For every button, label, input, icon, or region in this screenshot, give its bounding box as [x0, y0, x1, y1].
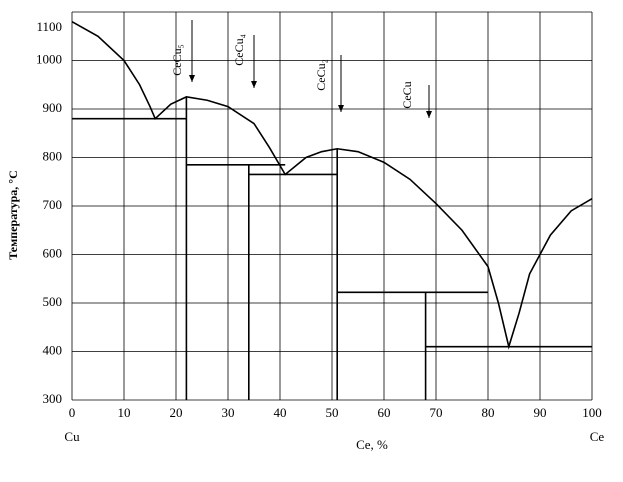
y-tick-label: 300: [43, 391, 63, 406]
x-tick-label: 70: [430, 405, 443, 420]
y-tick-label: 900: [43, 100, 63, 115]
y-axis-title: Температура, °С: [6, 170, 20, 260]
x-tick-label: 80: [482, 405, 495, 420]
x-tick-label: 60: [378, 405, 391, 420]
phase-line: [71, 21, 593, 350]
x-tick-label: 10: [118, 405, 131, 420]
right-component: Ce: [590, 429, 605, 444]
x-tick-label: 90: [534, 405, 547, 420]
compound-label: CeCu₅: [170, 44, 184, 76]
y-tick-label: 700: [43, 197, 63, 212]
compound-label: CeCu₄: [232, 34, 246, 66]
x-tick-label: 40: [274, 405, 287, 420]
y-tick-label: 1100: [36, 19, 62, 34]
compound-label: CeCu₂: [314, 59, 328, 91]
y-tick-label: 600: [43, 245, 63, 260]
x-tick-label: 100: [582, 405, 602, 420]
arrow-head: [338, 105, 344, 112]
arrow-head: [251, 81, 257, 88]
y-tick-label: 800: [43, 148, 63, 163]
compound-label: CeCu: [400, 81, 414, 108]
arrow-head: [426, 111, 432, 118]
x-tick-label: 0: [69, 405, 76, 420]
y-tick-label: 1000: [36, 51, 62, 66]
x-tick-label: 20: [170, 405, 183, 420]
x-axis-title: Ce, %: [356, 437, 388, 452]
arrow-head: [189, 75, 195, 82]
x-tick-label: 30: [222, 405, 235, 420]
left-component: Cu: [64, 429, 80, 444]
y-tick-label: 400: [43, 342, 63, 357]
x-tick-label: 50: [326, 405, 339, 420]
y-tick-label: 500: [43, 294, 63, 309]
